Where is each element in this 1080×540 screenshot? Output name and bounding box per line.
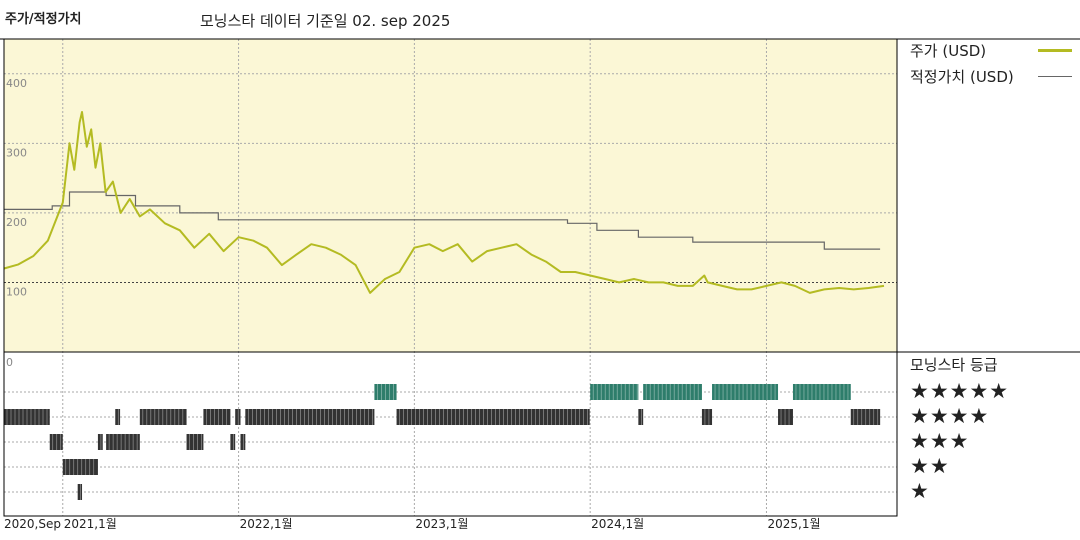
- rating-bar-4-star: [638, 409, 644, 425]
- rating-bar-4-star: [245, 409, 375, 425]
- rating-bar-4-star: [396, 409, 590, 425]
- data-date-label: 모닝스타 데이터 기준일 02. sep 2025: [200, 12, 451, 30]
- series-layer: [3, 111, 885, 294]
- price-line: [3, 111, 885, 294]
- y-tick-label: 300: [6, 146, 27, 159]
- rating-row-3-stars: ★★★: [910, 429, 970, 453]
- x-tick-label: 2024,1월: [591, 517, 644, 531]
- rating-bar-3-star: [240, 434, 246, 450]
- rating-bar-3-star: [230, 434, 236, 450]
- legend-fair-value-label: 적정가치 (USD): [910, 68, 1014, 86]
- rating-bar-5-star: [590, 384, 639, 400]
- fair-value-line: [4, 191, 881, 250]
- x-tick-label: 2023,1월: [415, 517, 468, 531]
- rating-row-1-star: ★: [910, 479, 930, 503]
- legend-fair-value-swatch: [1038, 76, 1072, 77]
- rating-row-2-stars: ★★: [910, 454, 950, 478]
- x-tick-label: 2021,1월: [64, 517, 117, 531]
- rating-bar-3-star: [97, 434, 103, 450]
- rating-bar-3-star: [186, 434, 204, 450]
- legend-fair-value: 적정가치 (USD): [910, 66, 1014, 87]
- rating-bars-layer: [4, 384, 881, 500]
- rating-row-4-stars: ★★★★: [910, 404, 990, 428]
- y-tick-label: 100: [6, 285, 27, 298]
- x-tick-label: 2025,1월: [767, 517, 820, 531]
- x-tick-label: 2022,1월: [240, 517, 293, 531]
- x-tick-label: 2020,Sep: [4, 517, 61, 531]
- frame-layer: [0, 38, 1080, 517]
- rating-panel-title: 모닝스타 등급: [910, 356, 998, 374]
- legend-price: 주가 (USD): [910, 40, 986, 61]
- rating-bar-5-star: [712, 384, 779, 400]
- rating-bar-4-star: [235, 409, 241, 425]
- rating-bar-4-star: [115, 409, 121, 425]
- rating-bar-4-star: [701, 409, 713, 425]
- plot-background-layer: [4, 39, 897, 352]
- legend-price-label: 주가 (USD): [910, 42, 987, 60]
- rating-bar-3-star: [106, 434, 140, 450]
- plot-background: [4, 39, 897, 352]
- y-tick-label: 400: [6, 77, 27, 90]
- tick-labels-layer: 2020,Sep 2021,1월 2022,1월 2023,1월 2024,1월 2025…: [4, 77, 821, 531]
- rating-row-5-stars: ★★★★★: [910, 379, 1010, 403]
- y-tick-label: 200: [6, 216, 27, 229]
- rating-bar-2-star: [62, 459, 98, 475]
- rating-bar-4-star: [778, 409, 793, 425]
- rating-bar-5-star: [792, 384, 851, 400]
- rating-bar-4-star: [850, 409, 881, 425]
- legend-price-swatch: [1038, 49, 1072, 52]
- rating-axis-label: 0: [6, 356, 13, 369]
- rating-bar-1-star: [77, 484, 83, 500]
- chart-title: 주가/적정가치: [5, 12, 82, 27]
- rating-bar-5-star: [643, 384, 702, 400]
